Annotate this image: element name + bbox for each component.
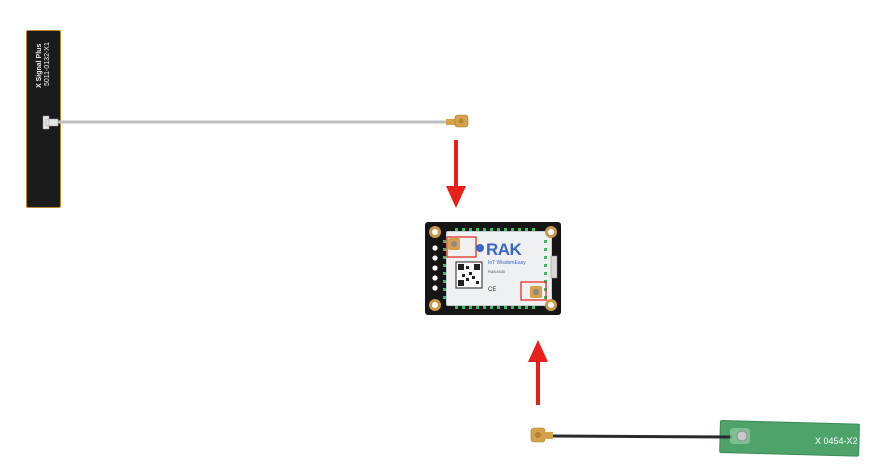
module-ufl-port-1 — [448, 238, 460, 250]
module-ufl-port-2 — [530, 286, 542, 298]
cable-top-mount — [42, 115, 59, 130]
cable-bottom — [551, 434, 733, 439]
connector-top — [446, 114, 469, 128]
module-qr-code — [455, 261, 483, 289]
module-model: RAK4630 — [488, 269, 506, 274]
board-header-pins — [432, 245, 438, 291]
ce-mark: CE — [488, 287, 497, 293]
board-mount-holes — [429, 226, 557, 311]
highlight-box-ufl-1 — [446, 236, 477, 258]
module-side-connector — [550, 255, 558, 279]
antenna-bottom-feed — [730, 428, 750, 444]
arrow-up — [528, 340, 548, 405]
highlight-box-ufl-2 — [520, 281, 547, 301]
connector-bottom — [530, 427, 553, 443]
rak-logo: RAK — [486, 240, 522, 259]
arrow-down — [446, 140, 466, 208]
rak-tagline: IoT WisdomEasy — [488, 260, 526, 266]
antenna-bottom-part-number: X 0454-X2 — [815, 436, 858, 446]
rak-logo-icon — [476, 244, 484, 252]
